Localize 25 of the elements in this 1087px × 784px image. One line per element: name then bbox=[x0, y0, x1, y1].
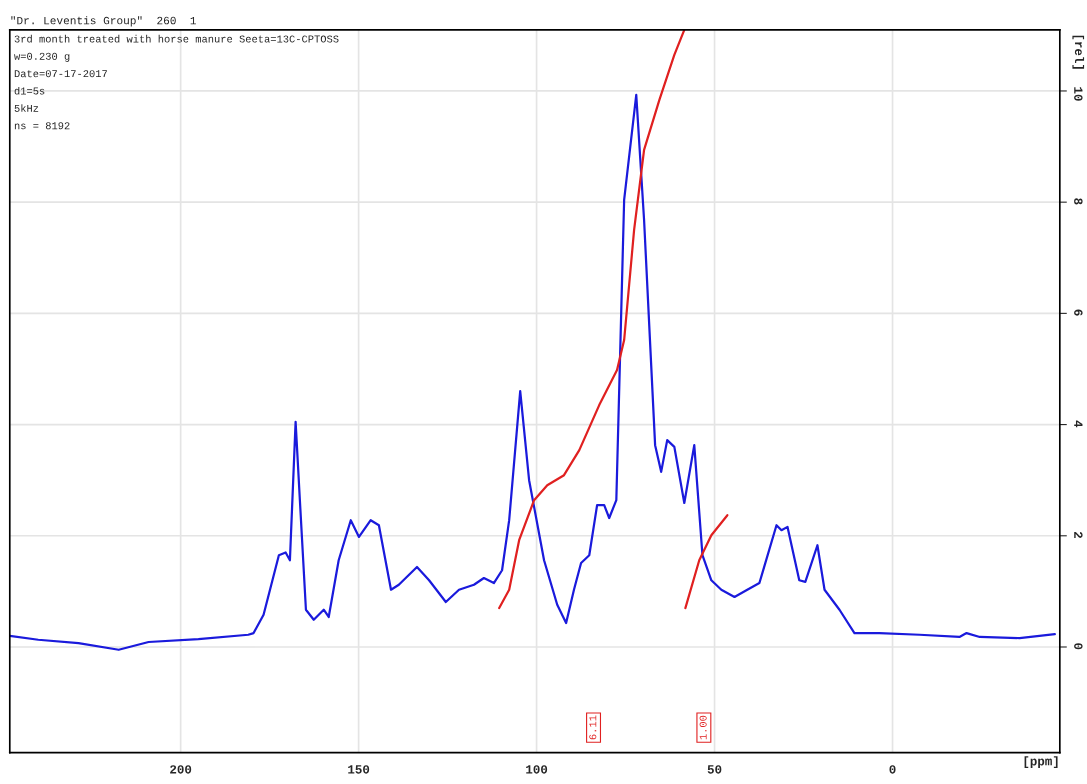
y-tick-label: 8 bbox=[1074, 198, 1083, 205]
y-tick-label: 10 bbox=[1074, 87, 1083, 101]
y-tick-label: 6 bbox=[1074, 309, 1083, 316]
x-tick-label: 100 bbox=[526, 765, 548, 774]
line-series bbox=[684, 514, 729, 610]
annotation: Date=07-17-2017 bbox=[14, 70, 107, 78]
annotation: 6.11 bbox=[589, 715, 597, 740]
line-series bbox=[498, 29, 686, 610]
x-tick-label: 0 bbox=[889, 765, 896, 774]
x-tick-label: 50 bbox=[707, 765, 722, 774]
x-tick-label: 150 bbox=[348, 765, 370, 774]
line-series bbox=[9, 93, 1056, 651]
annotation: d1=5s bbox=[14, 86, 45, 95]
x-tick-label: 200 bbox=[170, 765, 192, 774]
y-tick-label: 0 bbox=[1074, 643, 1083, 650]
y-tick-label: 4 bbox=[1074, 420, 1083, 428]
y-tick-label: 2 bbox=[1074, 532, 1083, 539]
annotation: 3rd month treated with horse manure Seeta=13C-CPTOSS bbox=[14, 34, 339, 43]
annotation: 5kHz bbox=[14, 104, 39, 112]
annotation: w=0.230 g bbox=[14, 52, 70, 62]
x-axis-title: [ppm] bbox=[1024, 756, 1058, 768]
chart-title: "Dr. Leventis Group" 260 1 bbox=[11, 16, 196, 27]
annotation: 1.00 bbox=[699, 715, 707, 740]
annotation: ns = 8192 bbox=[14, 122, 70, 130]
y-axis-title: [rel] bbox=[1072, 35, 1085, 69]
